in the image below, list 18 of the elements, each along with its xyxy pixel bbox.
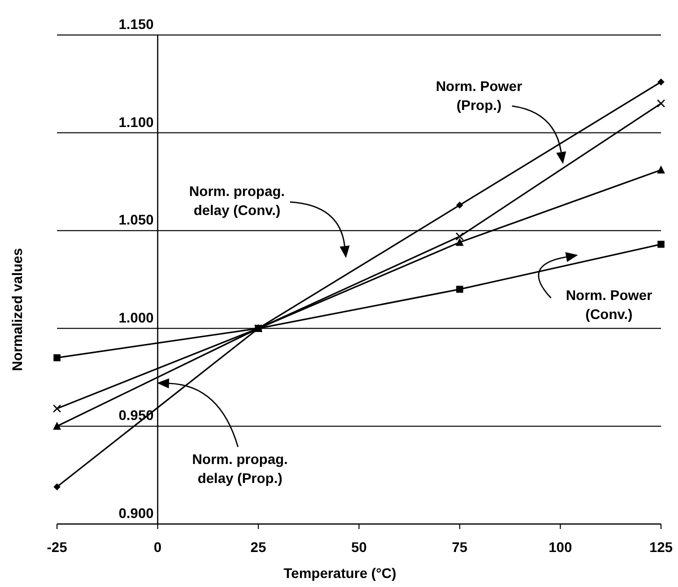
- y-axis-title: Normalized values: [9, 248, 25, 371]
- x-axis-title: Temperature (°C): [284, 565, 396, 581]
- y-tick-label: 1.000: [118, 309, 154, 326]
- x-tick-label: 100: [548, 539, 572, 555]
- x-tick-label: 25: [250, 539, 266, 555]
- x-tick-label: 50: [351, 539, 367, 555]
- annotation: Norm. propag. delay (Prop.): [192, 451, 288, 486]
- y-tick-label: 0.900: [118, 505, 154, 521]
- annotation: Norm. Power (Prop.): [436, 78, 523, 113]
- y-tick-label: 1.050: [118, 212, 154, 228]
- annotation: Norm. Power (Conv.): [566, 287, 653, 322]
- x-tick-label: 125: [649, 539, 673, 555]
- x-tick-label: -25: [46, 539, 68, 555]
- x-tick-label: 0: [154, 539, 162, 555]
- x-tick-label: 75: [452, 539, 468, 555]
- y-tick-label: 1.100: [118, 114, 154, 130]
- annotation: Norm. propag. delay (Conv.): [189, 183, 285, 218]
- y-tick-label: 1.150: [118, 16, 154, 32]
